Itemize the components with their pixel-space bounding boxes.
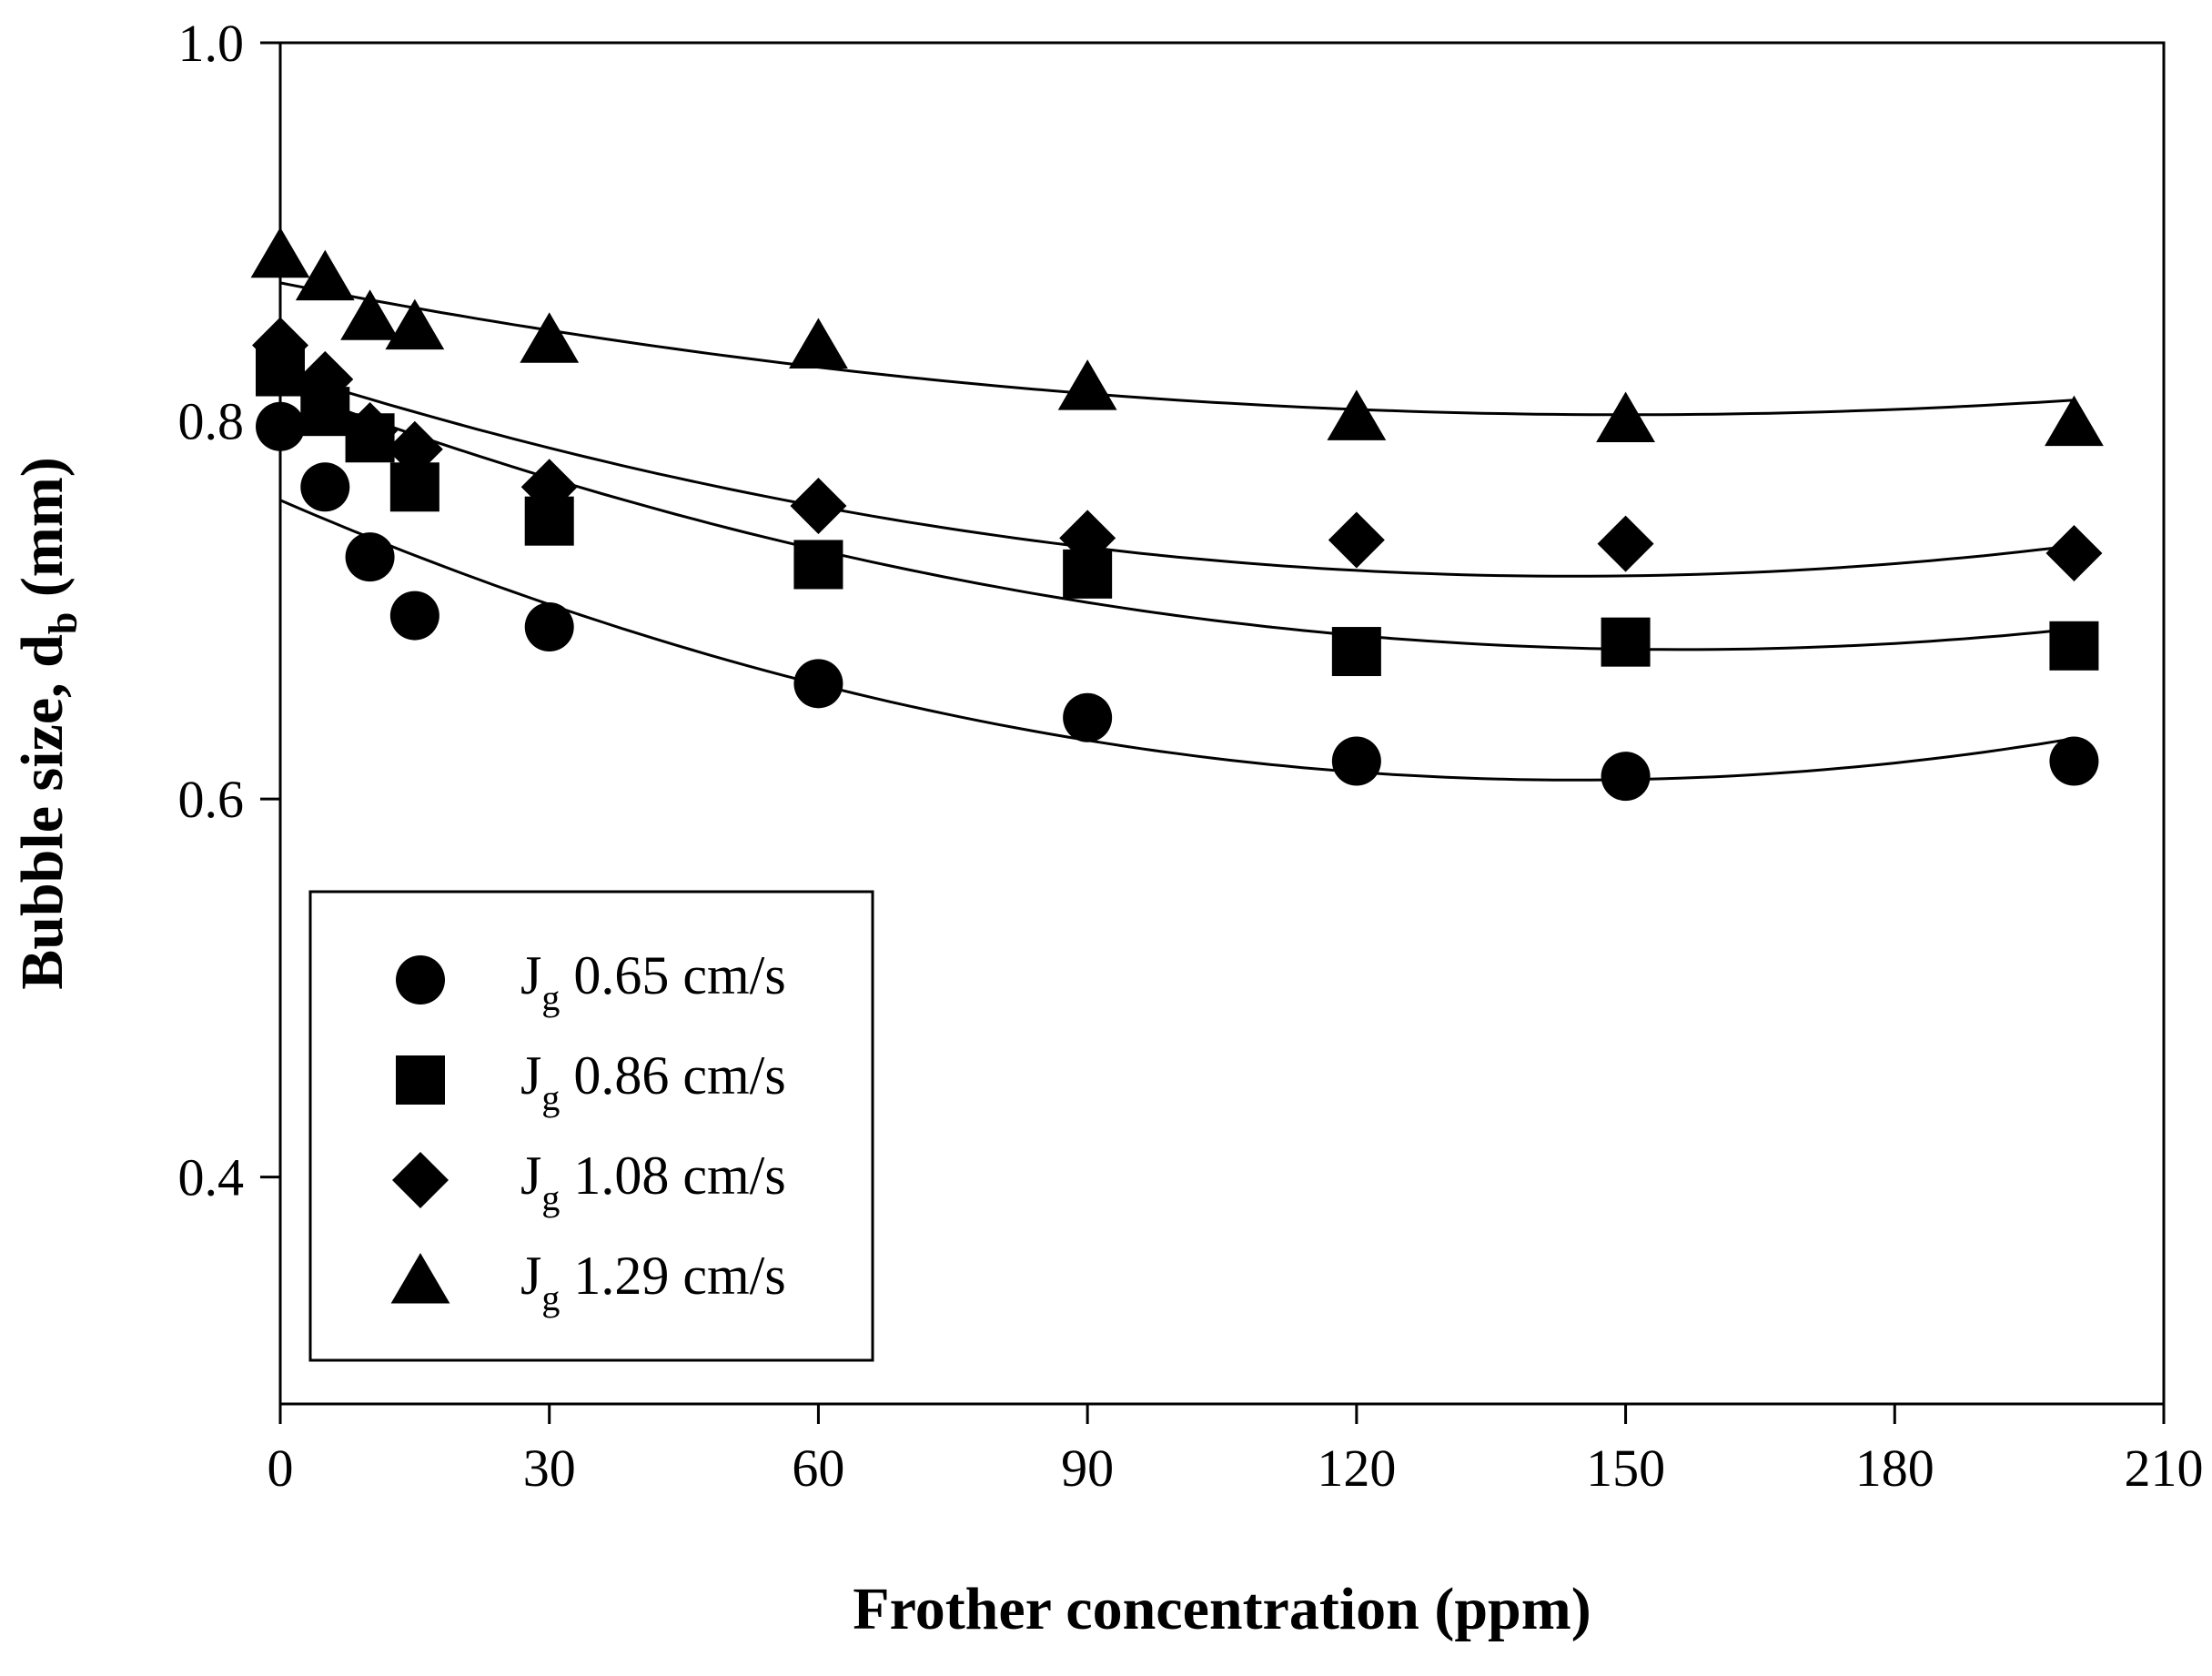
legend-marker-square: [396, 1055, 445, 1105]
data-point-circle: [256, 401, 305, 451]
legend: Jg 0.65 cm/sJg 0.86 cm/sJg 1.08 cm/sJg 1…: [308, 890, 874, 1362]
data-point-triangle: [1327, 389, 1387, 440]
data-point-diamond: [1597, 515, 1654, 572]
data-point-square: [2049, 621, 2099, 671]
data-point-circle: [389, 591, 439, 641]
data-point-square: [1331, 627, 1381, 677]
data-point-circle: [793, 659, 843, 709]
data-point-circle: [345, 532, 395, 582]
legend-label-value: 0.86 cm/s: [560, 1045, 785, 1106]
data-point-diamond: [790, 478, 847, 535]
fit-curves: [279, 281, 2075, 782]
legend-label: Jg 1.29 cm/s: [520, 1246, 786, 1318]
data-point-triangle: [295, 249, 355, 301]
y-axis-title-main: Bubble size, d: [9, 634, 76, 990]
data-point-diamond: [252, 317, 308, 374]
plot-frame: [278, 41, 2166, 1406]
legend-label-value: 0.65 cm/s: [560, 945, 785, 1005]
y-axis-title-subscript: b: [41, 612, 86, 634]
fit-curve-series-4: [279, 281, 2075, 417]
data-point-square: [1601, 617, 1651, 667]
data-point-triangle: [385, 298, 445, 350]
data-point-circle: [300, 462, 350, 512]
legend-label: Jg 1.08 cm/s: [520, 1146, 786, 1218]
fit-curve-series-2: [279, 385, 2075, 651]
data-point-triangle: [2045, 395, 2104, 447]
data-point-diamond: [1059, 510, 1116, 567]
data-point-triangle: [789, 318, 848, 369]
y-tick-label: 0.6: [178, 770, 245, 829]
x-tick-label: 120: [1317, 1439, 1396, 1498]
data-point-triangle: [1596, 391, 1655, 442]
legend-label-value: 1.08 cm/s: [560, 1146, 785, 1206]
legend-label-name: J: [520, 945, 541, 1005]
legend-label-subscript: g: [541, 1177, 560, 1218]
data-point-diamond: [2045, 525, 2103, 581]
data-point-triangle: [1057, 359, 1117, 410]
y-tick-label: 0.8: [178, 392, 245, 451]
legend-marker-circle: [396, 955, 445, 1005]
legend-marker-triangle: [390, 1253, 450, 1304]
x-axis-title: Frother concentration (ppm): [853, 1576, 1591, 1642]
y-axis-title: Bubble size, db (mm): [9, 457, 86, 990]
data-point-triangle: [250, 227, 310, 278]
y-tick-label: 1.0: [178, 14, 245, 73]
legend-label-name: J: [520, 1146, 541, 1206]
data-point-circle: [1601, 752, 1651, 802]
legend-label-name: J: [520, 1246, 541, 1306]
x-tick-label: 180: [1855, 1439, 1934, 1498]
legend-label: Jg 0.65 cm/s: [520, 945, 786, 1018]
x-tick-label: 60: [792, 1439, 844, 1498]
data-point-diamond: [341, 401, 399, 459]
data-point-circle: [2049, 736, 2099, 786]
data-point-circle: [1063, 692, 1113, 742]
axis-ticks: 0 30 60 90 120 150 180 210 0.4 0.6 0.8 1.0: [178, 14, 2204, 1498]
legend-label-value: 1.29 cm/s: [560, 1246, 785, 1306]
data-point-circle: [1331, 736, 1381, 786]
data-point-square: [793, 540, 843, 590]
y-tick-label: 0.4: [178, 1148, 245, 1207]
x-tick-label: 150: [1586, 1439, 1665, 1498]
x-tick-label: 0: [268, 1439, 294, 1498]
legend-marker-diamond: [392, 1152, 449, 1208]
data-point-circle: [524, 602, 574, 652]
x-tick-label: 30: [523, 1439, 576, 1498]
data-point-triangle: [520, 312, 580, 363]
legend-label: Jg 0.86 cm/s: [520, 1045, 786, 1118]
data-point-diamond: [1328, 511, 1385, 569]
legend-label-name: J: [520, 1045, 541, 1106]
fit-curve-series-1: [279, 499, 2075, 782]
data-point-diamond: [297, 350, 354, 408]
legend-label-subscript: g: [541, 977, 560, 1018]
x-tick-label: 210: [2125, 1439, 2204, 1498]
legend-label-subscript: g: [541, 1277, 560, 1318]
x-tick-label: 90: [1061, 1439, 1114, 1498]
data-points: [250, 227, 2104, 802]
legend-items: Jg 0.65 cm/sJg 0.86 cm/sJg 1.08 cm/sJg 1…: [390, 945, 786, 1318]
data-point-diamond: [386, 420, 443, 478]
data-point-triangle: [340, 289, 399, 340]
legend-label-subscript: g: [541, 1077, 560, 1118]
plot-area: [278, 41, 2166, 1406]
y-axis-title-unit: (mm): [9, 457, 76, 611]
fit-curve-series-3: [279, 370, 2075, 578]
data-point-diamond: [520, 459, 578, 516]
